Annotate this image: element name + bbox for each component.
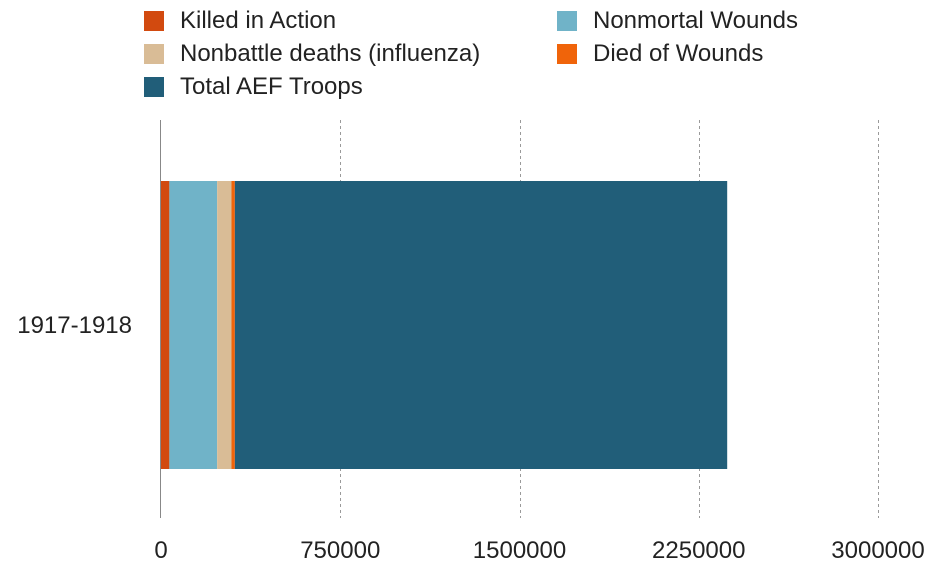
legend-item-nonbattle-deaths: Nonbattle deaths (influenza) — [144, 41, 480, 67]
legend-item-killed-in-action: Killed in Action — [144, 8, 336, 34]
bar-segment — [234, 181, 728, 469]
bar-segment — [169, 181, 218, 469]
legend-label: Died of Wounds — [593, 40, 764, 67]
legend-swatch — [144, 44, 164, 64]
legend-item-died-of-wounds: Died of Wounds — [557, 41, 763, 67]
x-tick-label: 1500000 — [473, 537, 566, 564]
legend-swatch — [144, 11, 164, 31]
legend-item-nonmortal-wounds: Nonmortal Wounds — [557, 8, 798, 34]
y-category-label: 1917-1918 — [17, 312, 132, 339]
legend-swatch — [144, 77, 164, 97]
bar-segment — [161, 181, 170, 469]
legend-label: Total AEF Troops — [180, 73, 363, 100]
bar-segment — [217, 181, 232, 469]
x-tick-label: 0 — [154, 537, 167, 564]
legend-label: Nonbattle deaths (influenza) — [180, 40, 481, 67]
bar-segment — [231, 181, 235, 469]
legend-item-total-aef-troops: Total AEF Troops — [144, 74, 363, 100]
x-tick-label: 2250000 — [652, 537, 745, 564]
x-tick-label: 750000 — [300, 537, 380, 564]
x-tick-label: 3000000 — [831, 537, 924, 564]
legend-label: Killed in Action — [180, 7, 337, 34]
legend-swatch — [557, 11, 577, 31]
legend-swatch — [557, 44, 577, 64]
legend-label: Nonmortal Wounds — [593, 7, 798, 34]
